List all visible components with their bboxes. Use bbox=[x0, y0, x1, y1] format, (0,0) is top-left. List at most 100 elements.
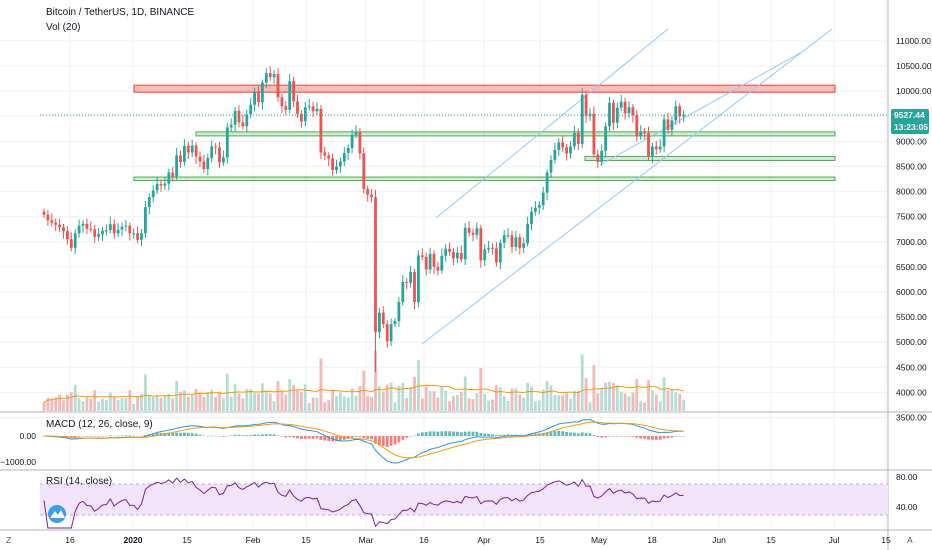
candle-body[interactable] bbox=[518, 237, 522, 248]
candle-body[interactable] bbox=[284, 106, 288, 110]
trend-channel[interactable] bbox=[421, 28, 833, 345]
candle-body[interactable] bbox=[54, 222, 58, 225]
candle-body[interactable] bbox=[257, 91, 260, 103]
candle-body[interactable] bbox=[561, 142, 565, 148]
candle-body[interactable] bbox=[354, 132, 358, 135]
candle-body[interactable] bbox=[183, 145, 186, 162]
candle-body[interactable] bbox=[654, 146, 658, 150]
candle-body[interactable] bbox=[116, 229, 120, 234]
candle-body[interactable] bbox=[108, 224, 112, 231]
candle-body[interactable] bbox=[124, 225, 128, 227]
candle-body[interactable] bbox=[381, 312, 385, 325]
tradingview-logo-icon[interactable] bbox=[48, 505, 66, 523]
candle-body[interactable] bbox=[432, 253, 436, 267]
chart-title[interactable]: Bitcoin / TetherUS, 1D, BINANCE bbox=[46, 7, 195, 18]
candle-body[interactable] bbox=[537, 205, 541, 208]
candle-body[interactable] bbox=[198, 156, 202, 162]
candle-body[interactable] bbox=[280, 97, 284, 107]
candle-body[interactable] bbox=[397, 302, 401, 322]
candle-body[interactable] bbox=[651, 146, 654, 156]
candle-body[interactable] bbox=[678, 106, 682, 117]
candle-body[interactable] bbox=[549, 159, 553, 173]
candle-body[interactable] bbox=[81, 223, 85, 226]
candle-body[interactable] bbox=[97, 234, 100, 237]
level-resistance[interactable] bbox=[133, 84, 836, 93]
candle-body[interactable] bbox=[428, 253, 432, 270]
candle-body[interactable] bbox=[346, 147, 350, 153]
candle-body[interactable] bbox=[389, 324, 393, 342]
candle-body[interactable] bbox=[366, 189, 370, 195]
candle-body[interactable] bbox=[385, 324, 389, 342]
candle-body[interactable] bbox=[483, 249, 487, 261]
candle-body[interactable] bbox=[335, 166, 338, 171]
auto-scale-button[interactable]: A bbox=[907, 535, 913, 545]
candle-body[interactable] bbox=[463, 227, 467, 260]
candle-body[interactable] bbox=[120, 226, 124, 230]
candle-body[interactable] bbox=[401, 281, 405, 303]
candle-body[interactable] bbox=[331, 158, 334, 171]
candle-body[interactable] bbox=[502, 235, 506, 243]
candle-body[interactable] bbox=[534, 207, 537, 212]
candle-body[interactable] bbox=[272, 74, 276, 78]
candle-body[interactable] bbox=[600, 150, 604, 162]
candle-body[interactable] bbox=[268, 73, 272, 78]
candle-body[interactable] bbox=[506, 235, 510, 237]
candle-body[interactable] bbox=[288, 81, 292, 110]
candle-body[interactable] bbox=[612, 102, 615, 123]
candle-body[interactable] bbox=[69, 239, 73, 248]
candle-body[interactable] bbox=[378, 312, 381, 333]
candle-body[interactable] bbox=[541, 192, 545, 206]
candle-body[interactable] bbox=[249, 104, 253, 115]
last-price-tag[interactable]: 9527.44 13:23:05 bbox=[891, 108, 929, 134]
candle-body[interactable] bbox=[112, 224, 116, 234]
candle-body[interactable] bbox=[608, 102, 611, 127]
candle-body[interactable] bbox=[514, 237, 518, 247]
candle-body[interactable] bbox=[467, 227, 471, 233]
candle-body[interactable] bbox=[436, 266, 440, 271]
candle-body[interactable] bbox=[140, 233, 143, 240]
candle-body[interactable] bbox=[522, 243, 526, 248]
candle-body[interactable] bbox=[339, 161, 342, 167]
candle-body[interactable] bbox=[553, 149, 557, 160]
candle-body[interactable] bbox=[296, 101, 299, 114]
candle-body[interactable] bbox=[93, 229, 97, 237]
candle-body[interactable] bbox=[623, 101, 627, 114]
time-axis[interactable]: 16 2020 15 Feb 15 Mar 16 Apr 15 May 18 Jun 15 Jul 15 bbox=[65, 535, 891, 545]
candle-body[interactable] bbox=[202, 161, 206, 170]
candle-body[interactable] bbox=[526, 224, 529, 244]
candle-body[interactable] bbox=[424, 256, 428, 270]
timezone-button[interactable]: Z bbox=[6, 535, 11, 545]
candle-body[interactable] bbox=[584, 94, 588, 116]
candle-body[interactable] bbox=[186, 145, 190, 153]
candle-body[interactable] bbox=[495, 248, 498, 263]
channel-lower-line[interactable] bbox=[421, 28, 833, 345]
price-axis[interactable]: 11000.0010500.0010000.009500.009000.0085… bbox=[896, 36, 932, 423]
candle-body[interactable] bbox=[405, 281, 409, 283]
candle-body[interactable] bbox=[444, 248, 448, 256]
candle-body[interactable] bbox=[206, 157, 210, 170]
candle-body[interactable] bbox=[459, 252, 463, 260]
candle-body[interactable] bbox=[159, 184, 163, 186]
candle-body[interactable] bbox=[136, 233, 139, 240]
candle-body[interactable] bbox=[261, 82, 264, 103]
candle-body[interactable] bbox=[662, 119, 666, 147]
candle-body[interactable] bbox=[643, 132, 646, 134]
candle-body[interactable] bbox=[604, 126, 607, 151]
candle-body[interactable] bbox=[358, 132, 362, 154]
level-support-2[interactable] bbox=[584, 155, 836, 161]
candle-body[interactable] bbox=[498, 242, 502, 263]
candle-body[interactable] bbox=[233, 110, 237, 125]
candle-body[interactable] bbox=[323, 152, 327, 156]
macd-legend[interactable]: MACD (12, 26, close, 9) bbox=[46, 419, 153, 430]
candle-body[interactable] bbox=[456, 252, 459, 259]
channel-upper-line[interactable] bbox=[435, 28, 669, 219]
candle-body[interactable] bbox=[530, 211, 533, 225]
candle-body[interactable] bbox=[545, 172, 549, 193]
candle-body[interactable] bbox=[596, 154, 600, 162]
candlestick-series[interactable] bbox=[42, 66, 685, 373]
candle-body[interactable] bbox=[409, 271, 412, 283]
candle-body[interactable] bbox=[670, 120, 674, 130]
candle-body[interactable] bbox=[155, 184, 159, 191]
rsi-legend[interactable]: RSI (14, close) bbox=[46, 476, 112, 487]
